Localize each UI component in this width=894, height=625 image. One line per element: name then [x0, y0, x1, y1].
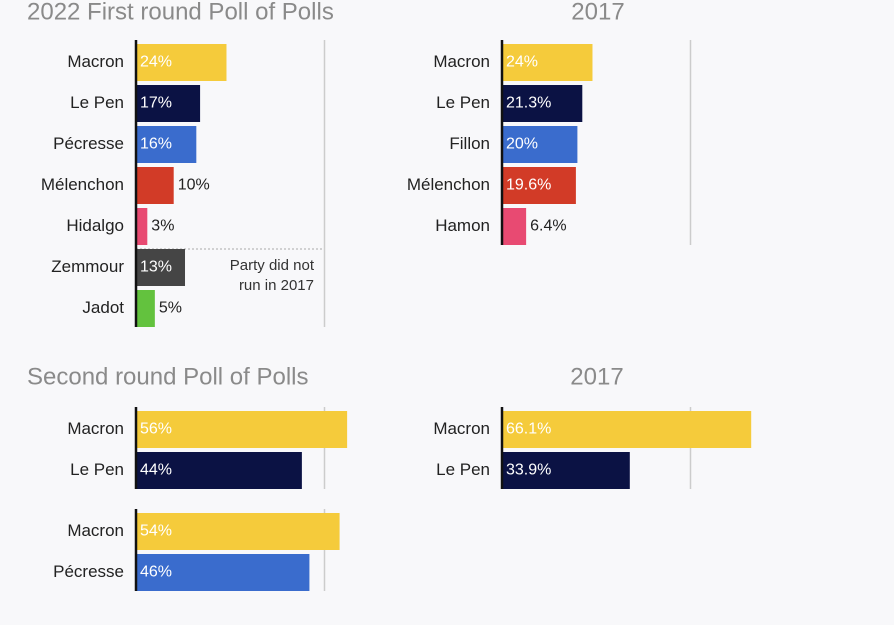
- value-label: 3%: [151, 218, 174, 235]
- category-label: Hidalgo: [66, 216, 124, 235]
- category-label: Macron: [67, 52, 124, 71]
- category-label: Le Pen: [436, 460, 490, 479]
- bar: [136, 126, 197, 163]
- value-label: 6.4%: [530, 218, 566, 235]
- value-label: 56%: [140, 421, 172, 438]
- value-label: 24%: [140, 54, 172, 71]
- category-label: Macron: [433, 52, 490, 71]
- category-label: Macron: [433, 419, 490, 438]
- category-label: Le Pen: [70, 93, 124, 112]
- category-label: Mélenchon: [41, 175, 124, 194]
- value-label: 21.3%: [506, 95, 551, 112]
- value-label: 5%: [159, 300, 182, 317]
- value-label: 24%: [506, 54, 538, 71]
- bar: [502, 411, 752, 448]
- value-label: 33.9%: [506, 462, 551, 479]
- value-label: 19.6%: [506, 177, 551, 194]
- category-label: Le Pen: [436, 93, 490, 112]
- category-label: Le Pen: [70, 460, 124, 479]
- chart-title: 2017: [570, 363, 623, 390]
- bar: [136, 411, 348, 448]
- value-label: 54%: [140, 523, 172, 540]
- category-label: Macron: [67, 521, 124, 540]
- category-label: Zemmour: [51, 257, 124, 276]
- bar: [502, 85, 583, 122]
- bar: [502, 167, 576, 204]
- value-label: 66.1%: [506, 421, 551, 438]
- bar: [136, 249, 186, 286]
- bar: [136, 290, 155, 327]
- value-label: 46%: [140, 564, 172, 581]
- chart-title: 2022 First round Poll of Polls: [27, 0, 334, 25]
- bar: [136, 167, 174, 204]
- bar: [136, 513, 340, 550]
- bar: [136, 208, 148, 245]
- annotation: Party did not: [230, 257, 315, 274]
- category-label: Pécresse: [53, 562, 124, 581]
- value-label: 10%: [178, 177, 210, 194]
- annotation: run in 2017: [239, 277, 314, 294]
- bar: [502, 452, 630, 489]
- bar: [502, 126, 578, 163]
- category-label: Macron: [67, 419, 124, 438]
- value-label: 13%: [140, 259, 172, 276]
- value-label: 20%: [506, 136, 538, 153]
- value-label: 17%: [140, 95, 172, 112]
- category-label: Jadot: [82, 298, 124, 317]
- bar: [502, 44, 593, 81]
- bar: [136, 44, 227, 81]
- category-label: Pécresse: [53, 134, 124, 153]
- bar: [502, 208, 527, 245]
- category-label: Fillon: [449, 134, 490, 153]
- chart-title: Second round Poll of Polls: [27, 363, 309, 390]
- value-label: 16%: [140, 136, 172, 153]
- bar: [136, 452, 302, 489]
- value-label: 44%: [140, 462, 172, 479]
- category-label: Mélenchon: [407, 175, 490, 194]
- bar: [136, 554, 310, 591]
- chart-title: 2017: [571, 0, 624, 25]
- category-label: Hamon: [435, 216, 490, 235]
- bar: [136, 85, 201, 122]
